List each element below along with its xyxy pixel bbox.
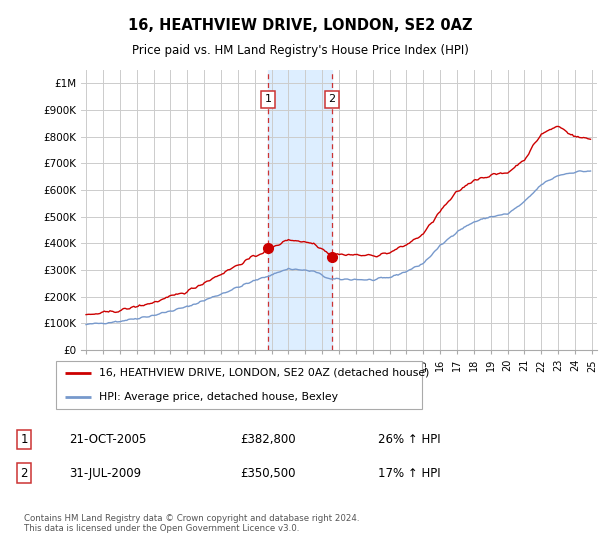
- Text: HPI: Average price, detached house, Bexley: HPI: Average price, detached house, Bexl…: [98, 392, 338, 402]
- Text: 31-JUL-2009: 31-JUL-2009: [69, 466, 141, 480]
- FancyBboxPatch shape: [56, 361, 422, 409]
- Text: 2: 2: [20, 466, 28, 480]
- Text: 2: 2: [328, 95, 335, 104]
- Text: 16, HEATHVIEW DRIVE, LONDON, SE2 0AZ: 16, HEATHVIEW DRIVE, LONDON, SE2 0AZ: [128, 18, 472, 32]
- Text: 17% ↑ HPI: 17% ↑ HPI: [378, 466, 440, 480]
- Text: £350,500: £350,500: [240, 466, 296, 480]
- Text: 1: 1: [265, 95, 272, 104]
- Text: 21-OCT-2005: 21-OCT-2005: [69, 433, 146, 446]
- Text: Price paid vs. HM Land Registry's House Price Index (HPI): Price paid vs. HM Land Registry's House …: [131, 44, 469, 57]
- Text: 16, HEATHVIEW DRIVE, LONDON, SE2 0AZ (detached house): 16, HEATHVIEW DRIVE, LONDON, SE2 0AZ (de…: [98, 368, 429, 378]
- Text: 26% ↑ HPI: 26% ↑ HPI: [378, 433, 440, 446]
- Text: 1: 1: [20, 433, 28, 446]
- Bar: [268, 70, 332, 350]
- Text: £382,800: £382,800: [240, 433, 296, 446]
- Text: Contains HM Land Registry data © Crown copyright and database right 2024.
This d: Contains HM Land Registry data © Crown c…: [24, 514, 359, 533]
